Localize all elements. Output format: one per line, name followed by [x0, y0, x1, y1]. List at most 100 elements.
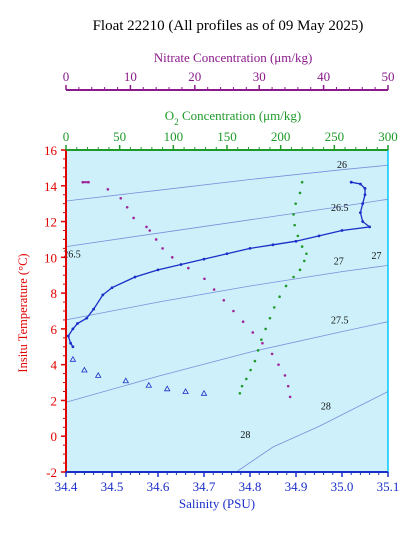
density-contour-label: 28 [240, 430, 250, 441]
salinity-point [71, 327, 75, 331]
y-tick-label: 0 [51, 429, 58, 444]
oxygen-tick-label: 200 [271, 129, 291, 144]
salinity-point [71, 345, 75, 349]
salinity-deep-point [94, 371, 102, 378]
density-contour-line [235, 391, 389, 473]
salinity-point [359, 182, 362, 186]
density-contours: 26 26.5 27 27 27.5 26.5 28 28 [63, 160, 389, 473]
oxygen-point [292, 275, 295, 279]
oxygen-point [240, 384, 244, 388]
salinity-point [368, 225, 371, 229]
density-contour-label: 27 [372, 251, 382, 262]
x-tick-label: 34.5 [101, 479, 124, 494]
density-contour-line [65, 164, 389, 202]
oxygen-point [305, 252, 308, 256]
x-tick-label: 35.1 [377, 479, 400, 494]
oxygen-tick-label: 50 [113, 129, 126, 144]
nitrate-series [81, 180, 292, 399]
nitrate-point [161, 247, 164, 250]
y-tick-label: 8 [51, 286, 58, 301]
salinity-deep-point [200, 389, 208, 396]
salinity-deep-point [69, 355, 77, 362]
salinity-deep-point [182, 388, 189, 394]
x-tick-label: 34.8 [239, 479, 262, 494]
oxygen-point [292, 213, 295, 216]
oxygen-point [238, 391, 242, 395]
salinity-point [340, 229, 344, 232]
oxygen-point [249, 368, 252, 372]
nitrate-point [148, 229, 152, 232]
density-contour-line [65, 198, 389, 247]
oxygen-point [300, 245, 304, 248]
oxygen-tick-label: 0 [63, 129, 70, 144]
salinity-point [271, 243, 275, 247]
oxygen-point [298, 191, 302, 195]
oxygen-series [238, 180, 308, 395]
x-tick-label: 34.9 [285, 479, 308, 494]
oxygen-point [302, 259, 306, 263]
nitrate-tick-label: 30 [253, 69, 266, 84]
nitrate-tick-label: 20 [188, 69, 201, 84]
oxygen-point [298, 268, 302, 272]
salinity-point [294, 239, 298, 243]
nitrate-point [270, 352, 274, 356]
chart-title: Float 22210 (All profiles as of 09 May 2… [93, 18, 364, 34]
nitrate-point [187, 266, 190, 270]
nitrate-tick-label: 0 [63, 69, 70, 84]
salinity-point [363, 193, 367, 197]
salinity-deep-series [69, 355, 208, 396]
nitrate-axis-label: Nitrate Concentration (μm/kg) [154, 50, 313, 65]
nitrate-point [106, 188, 110, 191]
salinity-point [349, 180, 353, 184]
nitrate-point [241, 320, 245, 324]
nitrate-point [222, 298, 226, 302]
oxygen-point [300, 180, 304, 184]
oxygen-point [256, 349, 260, 352]
salinity-point [101, 293, 105, 297]
salinity-point [225, 252, 229, 256]
oxygen-tick-label: 300 [378, 129, 398, 144]
y-tick-label: 6 [51, 322, 58, 337]
y-tick-label: 14 [44, 179, 58, 194]
oxygen-axis-label: O2 Concentration (μm/kg) [165, 108, 301, 127]
oxygen-tick-label: 150 [217, 129, 237, 144]
salinity-point [76, 322, 79, 325]
x-tick-label: 34.6 [147, 479, 170, 494]
oxygen-point [268, 316, 272, 320]
nitrate-point [277, 363, 280, 366]
nitrate-point [288, 395, 292, 399]
y-tick-label: 2 [51, 393, 58, 408]
salinity-point [69, 341, 72, 345]
x-axis-label: Salinity (PSU) [179, 496, 255, 511]
x-tick-label: 34.4 [55, 479, 78, 494]
nitrate-point [251, 331, 255, 334]
salinity-point [248, 246, 252, 250]
nitrate-point [119, 197, 123, 200]
oxygen-point [293, 223, 296, 227]
salinity-point [85, 316, 89, 320]
density-contour-label: 27 [334, 256, 344, 267]
oxygen-tick-label: 250 [325, 129, 345, 144]
salinity-point [317, 234, 321, 238]
plot-area [66, 150, 388, 472]
salinity-deep-point [122, 377, 130, 384]
y-axis-label: Insitu Temperature (°C) [16, 253, 30, 372]
salinity-deep-point [81, 366, 88, 373]
oxygen-point [253, 359, 257, 363]
salinity-point [133, 275, 137, 279]
density-contour-label: 26 [337, 160, 347, 171]
nitrate-point [283, 374, 287, 377]
salinity-deep-point [163, 385, 171, 392]
x-tick-label: 35.0 [331, 479, 354, 494]
density-contour-line [65, 321, 389, 403]
y-tick-label: 12 [44, 215, 57, 230]
salinity-point [361, 220, 365, 223]
density-contour-label: 26.5 [331, 203, 349, 214]
salinity-point [92, 307, 95, 311]
salinity-series [66, 180, 372, 349]
y-tick-label: 10 [44, 250, 57, 265]
nitrate-point [212, 288, 216, 291]
oxygen-point [260, 338, 263, 341]
